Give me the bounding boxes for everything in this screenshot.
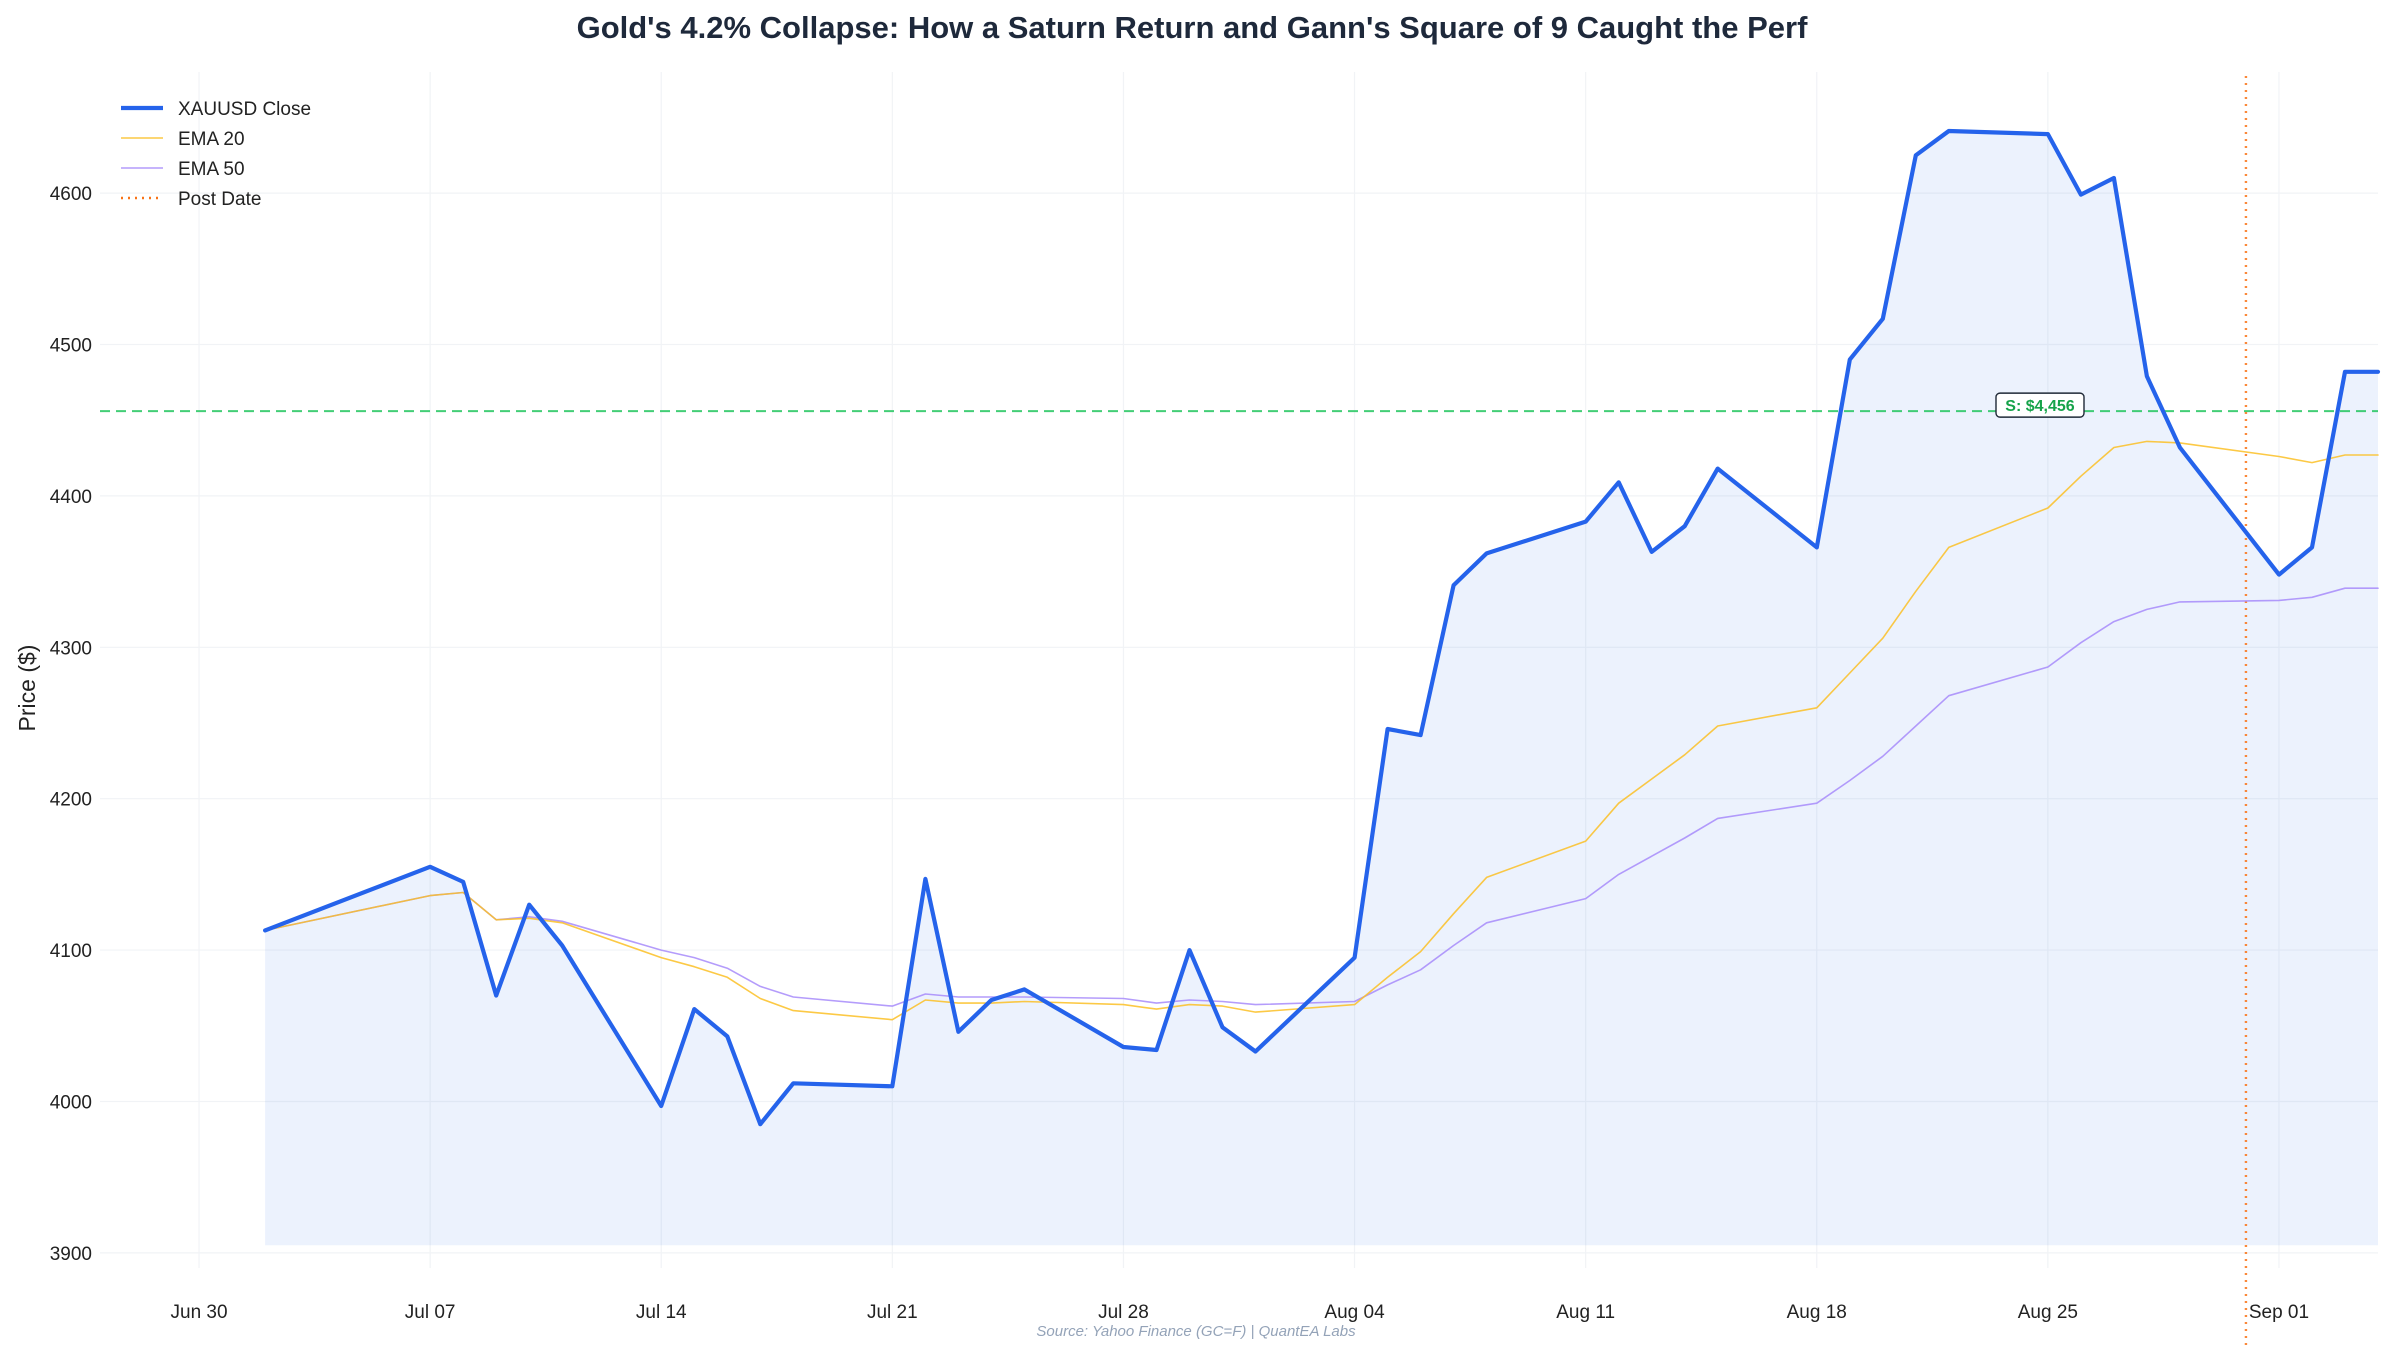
x-tick-label: Jul 14 <box>636 1302 687 1323</box>
y-tick-label: 4500 <box>50 336 92 357</box>
y-tick-label: 4300 <box>50 638 92 659</box>
series-line-ema-50 <box>264 587 2379 1007</box>
support-label-box <box>1995 392 2085 418</box>
x-tick-label: Jul 07 <box>405 1302 456 1323</box>
x-tick-label: Aug 25 <box>2018 1302 2078 1323</box>
x-tick-label: Jun 30 <box>171 1302 228 1323</box>
series-line-xauusd-close <box>263 128 2381 1127</box>
annotations: S: $4,456 <box>1995 392 2085 418</box>
area-fill <box>265 131 2378 1246</box>
close-area-fill <box>265 131 2378 1246</box>
legend-label: EMA 50 <box>178 159 245 180</box>
legend-label: EMA 20 <box>178 129 245 150</box>
x-tick-label: Aug 04 <box>1324 1302 1385 1323</box>
legend: XAUUSD Close EMA 20 EMA 50 Post Date <box>121 99 311 210</box>
legend-label: XAUUSD Close <box>178 99 311 120</box>
y-tick-label: 4200 <box>50 790 92 811</box>
x-tick-label: Aug 11 <box>1556 1302 1615 1323</box>
reference-lines <box>100 76 2378 1347</box>
x-tick-label: Jul 21 <box>867 1302 918 1323</box>
chart-title: Gold's 4.2% Collapse: How a Saturn Retur… <box>577 10 1809 45</box>
y-tick-label: 3900 <box>50 1244 92 1265</box>
source-note: Source: Yahoo Finance (GC=F) | QuantEA L… <box>1036 1323 1356 1340</box>
series-line-ema-20 <box>264 440 2379 1021</box>
legend-label: Post Date <box>178 189 261 210</box>
y-tick-label: 4400 <box>50 487 92 508</box>
series-lines <box>263 128 2381 1127</box>
x-tick-label: Aug 18 <box>1787 1302 1847 1323</box>
x-tick-label: Jul 28 <box>1098 1302 1149 1323</box>
x-axis-ticks: Jun 30 Jul 07 Jul 14 Jul 21 Jul 28 Aug 04 Aug … <box>171 1302 2310 1323</box>
y-axis-label: Price ($) <box>14 645 40 732</box>
x-tick-label: Sep 01 <box>2249 1302 2309 1323</box>
y-tick-label: 4000 <box>50 1092 92 1113</box>
y-tick-label: 4100 <box>50 941 92 962</box>
y-tick-label: 4600 <box>50 184 92 205</box>
support-label: S: $4,456 <box>2005 398 2074 415</box>
grid <box>100 72 2378 1268</box>
y-axis-ticks: 3900 4000 4100 4200 4300 4400 4500 4600 <box>50 184 92 1265</box>
